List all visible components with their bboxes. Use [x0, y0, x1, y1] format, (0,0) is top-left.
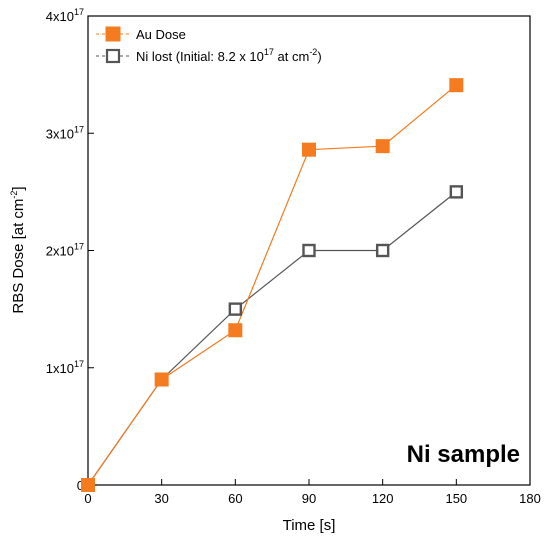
data-point-au-dose	[375, 139, 390, 154]
x-tick-label: 150	[445, 491, 467, 506]
y-tick-label-exponent: 17	[74, 124, 84, 134]
legend-label: Au Dose	[136, 27, 186, 42]
legend-label-tail: at cm	[274, 49, 309, 64]
data-point-au-dose	[81, 478, 95, 492]
legend-label: Ni lost (Initial: 8.2 x 1017 at cm-2)	[136, 47, 322, 64]
data-point-ni-lost	[375, 243, 390, 258]
legend-label-sup: 17	[264, 47, 274, 57]
x-tick-label: 30	[154, 491, 168, 506]
legend-marker-au-dose	[105, 26, 121, 42]
y-tick-label: 4x1017	[46, 7, 84, 24]
legend-label-end: )	[317, 49, 321, 64]
legend-label-sup2: -2	[309, 47, 317, 57]
series-layer	[81, 78, 464, 492]
series-line-ni-lost	[87, 191, 457, 486]
x-tick-label: 120	[372, 491, 394, 506]
y-tick-label-base: 3x10	[46, 126, 74, 141]
y-tick-label: 2x1017	[46, 242, 84, 259]
data-point-au-dose	[228, 323, 243, 338]
y-tick-label: 0	[77, 478, 84, 493]
x-tick-label: 90	[302, 491, 316, 506]
series-line-au-dose	[87, 84, 457, 486]
y-tick-label-base: 4x10	[46, 9, 74, 24]
y-tick-label: 1x1017	[46, 359, 84, 376]
legend-marker-ni-lost	[105, 48, 121, 64]
data-point-ni-lost	[228, 302, 243, 316]
y-axis-label-main: RBS Dose [at cm	[10, 199, 27, 314]
y-tick-label-exponent: 17	[74, 359, 84, 369]
legend: Au Dose Ni lost (Initial: 8.2 x 1017 at c…	[96, 26, 322, 64]
x-tick-label: 60	[228, 491, 242, 506]
y-tick-label-base: 2x10	[46, 244, 74, 259]
y-tick-label-exponent: 17	[74, 242, 84, 252]
x-tick-label: 180	[519, 491, 541, 506]
x-axis-label: Time [s]	[283, 517, 336, 534]
x-tick-label: 0	[84, 491, 91, 506]
data-point-au-dose	[302, 142, 316, 157]
data-point-au-dose	[154, 372, 169, 387]
legend-label-text: Au Dose	[136, 27, 186, 42]
y-tick-label-base: 1x10	[46, 361, 74, 376]
y-axis-label-tail: ]	[10, 186, 27, 190]
data-point-ni-lost	[302, 243, 316, 258]
y-tick-label-exponent: 17	[74, 7, 84, 17]
y-tick-label-base: 0	[77, 478, 84, 493]
sample-annotation: Ni sample	[407, 441, 520, 468]
y-axis-label: RBS Dose [at cm-2]	[9, 186, 27, 313]
x-axis-ticks: 0 30 60 90 120 150 180	[84, 479, 541, 506]
data-point-au-dose	[449, 78, 464, 93]
data-point-ni-lost	[449, 185, 464, 199]
y-axis-label-sup: -2	[9, 191, 19, 199]
legend-label-text: Ni lost (Initial: 8.2 x 10	[136, 49, 264, 64]
y-tick-label: 3x1017	[46, 124, 84, 141]
